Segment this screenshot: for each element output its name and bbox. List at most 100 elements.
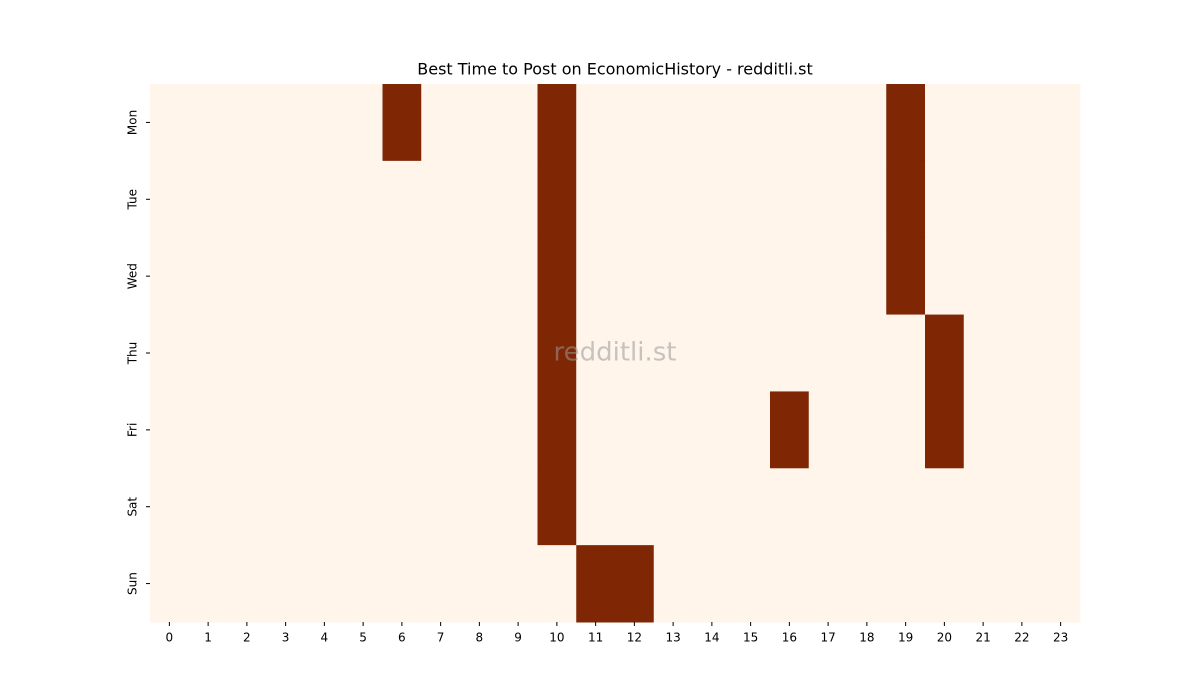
heatmap-cell bbox=[382, 545, 422, 623]
heatmap-cell bbox=[808, 314, 848, 392]
heatmap-cell bbox=[460, 468, 500, 546]
heatmap-cell bbox=[1041, 314, 1081, 392]
heatmap-cell bbox=[266, 84, 306, 162]
x-tick-label: 0 bbox=[166, 631, 174, 645]
heatmap-cell bbox=[305, 545, 345, 623]
heatmap-cell bbox=[421, 314, 461, 392]
heatmap-cell bbox=[692, 237, 732, 316]
heatmap-cell bbox=[886, 545, 926, 623]
heatmap-cell bbox=[305, 314, 345, 392]
heatmap-cell bbox=[770, 468, 810, 546]
heatmap-cell bbox=[963, 84, 1003, 162]
x-tick-label: 2 bbox=[243, 631, 251, 645]
heatmap-cell bbox=[460, 545, 500, 623]
heatmap-cell bbox=[1002, 237, 1042, 316]
heatmap-cell bbox=[886, 237, 926, 316]
heatmap-cell bbox=[770, 545, 810, 623]
x-tick-label: 16 bbox=[782, 631, 797, 645]
heatmap-cell bbox=[227, 237, 267, 316]
x-tick-label: 3 bbox=[282, 631, 290, 645]
heatmap-cell bbox=[266, 468, 306, 546]
heatmap-cell bbox=[615, 314, 655, 392]
heatmap-cell bbox=[963, 160, 1003, 239]
heatmap-cell bbox=[460, 84, 500, 162]
heatmap-cell bbox=[770, 391, 810, 469]
heatmap-cell bbox=[421, 84, 461, 162]
heatmap-cell bbox=[847, 314, 887, 392]
heatmap-cell bbox=[925, 84, 965, 162]
heatmap-cell bbox=[343, 468, 383, 546]
heatmap-cell bbox=[150, 468, 190, 546]
heatmap-cell bbox=[576, 545, 616, 623]
heatmap-cell bbox=[188, 314, 228, 392]
heatmap-cell bbox=[150, 391, 190, 469]
heatmap-cell bbox=[808, 237, 848, 316]
heatmap-cell bbox=[188, 160, 228, 239]
heatmap-cell bbox=[653, 545, 693, 623]
heatmap-cell bbox=[615, 160, 655, 239]
heatmap-cell bbox=[227, 468, 267, 546]
heatmap-cell bbox=[537, 545, 577, 623]
heatmap-cell bbox=[615, 84, 655, 162]
heatmap-cell bbox=[731, 545, 771, 623]
y-tick-label: Sat bbox=[126, 497, 140, 517]
y-tick-label: Tue bbox=[126, 189, 140, 211]
heatmap-cell bbox=[1002, 314, 1042, 392]
x-tick-label: 5 bbox=[359, 631, 367, 645]
heatmap-cell bbox=[770, 314, 810, 392]
heatmap-cell bbox=[305, 160, 345, 239]
x-tick-label: 20 bbox=[937, 631, 952, 645]
heatmap-cell bbox=[963, 237, 1003, 316]
x-tick-label: 22 bbox=[1014, 631, 1029, 645]
heatmap-cell bbox=[150, 237, 190, 316]
heatmap-cell bbox=[847, 468, 887, 546]
heatmap-cell bbox=[925, 237, 965, 316]
heatmap-cell bbox=[615, 237, 655, 316]
heatmap-cell bbox=[653, 314, 693, 392]
y-tick-label: Sun bbox=[126, 572, 140, 595]
heatmap-cell bbox=[1002, 468, 1042, 546]
heatmap-cell bbox=[692, 314, 732, 392]
heatmap-cell bbox=[305, 84, 345, 162]
heatmap-cell bbox=[692, 391, 732, 469]
heatmap-cell bbox=[1041, 84, 1081, 162]
heatmap-cell bbox=[421, 160, 461, 239]
heatmap-cell bbox=[343, 314, 383, 392]
heatmap-cell bbox=[770, 237, 810, 316]
heatmap-cell bbox=[925, 160, 965, 239]
y-tick-label: Fri bbox=[126, 423, 140, 437]
heatmap-cell bbox=[963, 468, 1003, 546]
heatmap-cell bbox=[731, 237, 771, 316]
heatmap-cell bbox=[537, 468, 577, 546]
y-tick-label: Wed bbox=[126, 263, 140, 289]
heatmap-cell bbox=[537, 237, 577, 316]
heatmap-cell bbox=[460, 314, 500, 392]
heatmap-cell bbox=[847, 545, 887, 623]
x-tick-label: 1 bbox=[204, 631, 212, 645]
x-tick-label: 6 bbox=[398, 631, 406, 645]
heatmap-cell bbox=[653, 237, 693, 316]
heatmap-cell bbox=[886, 314, 926, 392]
heatmap-cell bbox=[1002, 391, 1042, 469]
x-tick-label: 23 bbox=[1053, 631, 1068, 645]
heatmap-cell bbox=[150, 545, 190, 623]
heatmap-cell bbox=[266, 391, 306, 469]
heatmap-cell bbox=[808, 545, 848, 623]
watermark: redditli.st bbox=[554, 338, 677, 368]
heatmap-cell bbox=[808, 468, 848, 546]
heatmap-cell bbox=[382, 314, 422, 392]
heatmap-cell bbox=[498, 468, 538, 546]
heatmap-cell bbox=[266, 545, 306, 623]
x-tick-label: 11 bbox=[588, 631, 603, 645]
heatmap-cell bbox=[266, 314, 306, 392]
heatmap-cell bbox=[460, 160, 500, 239]
heatmap-cell bbox=[1002, 545, 1042, 623]
heatmap-cell bbox=[615, 468, 655, 546]
heatmap-cell bbox=[731, 314, 771, 392]
heatmap-cell bbox=[1041, 160, 1081, 239]
y-tick-label: Thu bbox=[126, 342, 140, 366]
heatmap-cell bbox=[266, 160, 306, 239]
heatmap-cell bbox=[305, 237, 345, 316]
heatmap-cell bbox=[498, 545, 538, 623]
